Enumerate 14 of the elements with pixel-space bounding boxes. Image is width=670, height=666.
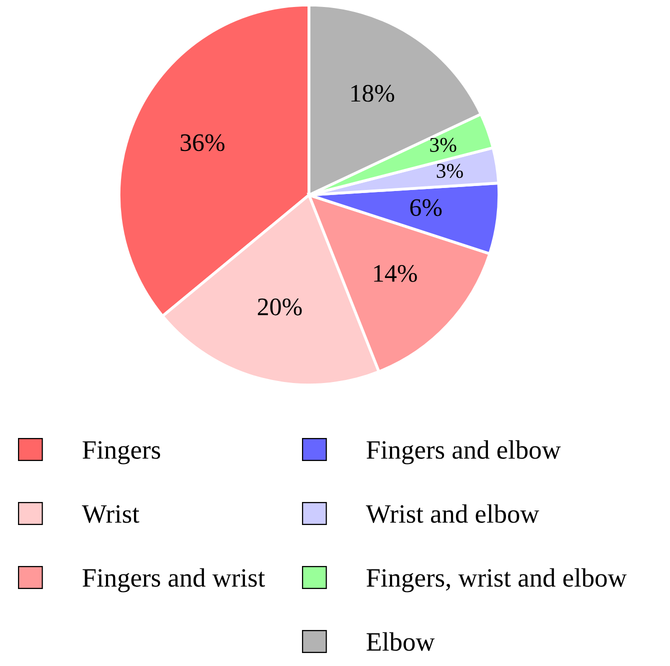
data-label: 6% xyxy=(410,199,442,216)
data-label: 18% xyxy=(351,84,394,102)
legend-label: Fingers and wrist xyxy=(82,568,265,592)
legend-label: Fingers and elbow xyxy=(366,440,561,464)
legend-label: Wrist and elbow xyxy=(366,504,540,524)
legend-label: Wrist xyxy=(82,505,140,524)
legend-label: Fingers xyxy=(82,441,160,464)
data-label: 20% xyxy=(258,298,302,316)
legend-label: Fingers, wrist and elbow xyxy=(366,568,627,592)
legend-label: Elbow xyxy=(366,632,435,651)
data-label: 3% xyxy=(430,138,456,152)
data-label: 36% xyxy=(180,134,224,152)
data-label: 14% xyxy=(374,265,417,282)
data-label: 3% xyxy=(436,164,463,178)
